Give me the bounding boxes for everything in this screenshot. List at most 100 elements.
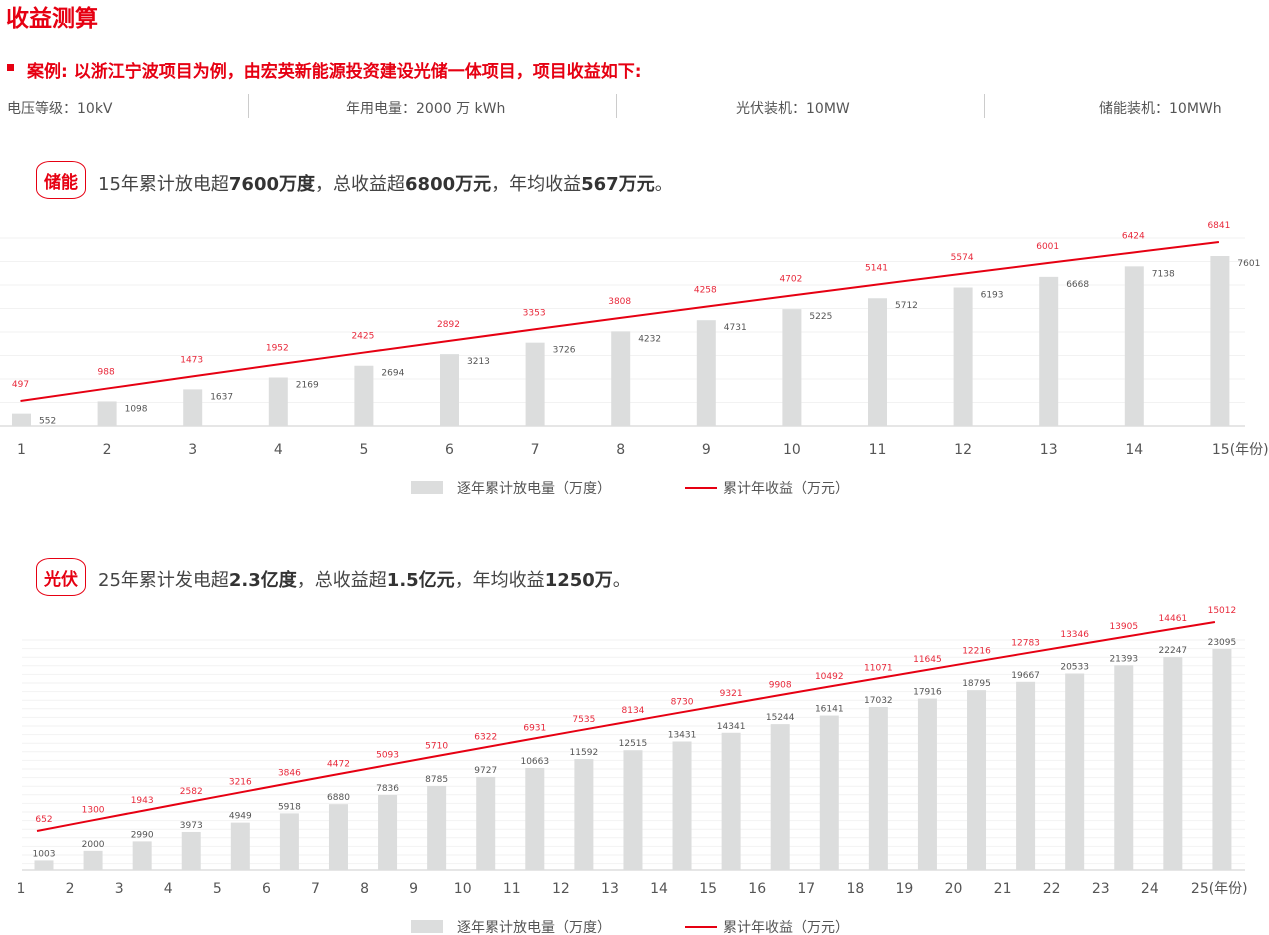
line-value-label: 11071 <box>864 663 893 673</box>
line-value-label: 5141 <box>865 264 888 274</box>
bar-value-label: 23095 <box>1208 638 1237 648</box>
x-tick-label: 8 <box>360 881 369 897</box>
line-value-label: 9321 <box>720 689 743 699</box>
bar-value-label: 2694 <box>381 369 404 379</box>
bar-value-label: 4232 <box>638 334 661 344</box>
x-tick-label: 11 <box>869 442 887 458</box>
line-value-label: 2425 <box>351 332 374 342</box>
revenue-line <box>36 621 1216 832</box>
line-value-label: 4472 <box>327 759 350 769</box>
bar-value-label: 552 <box>39 417 56 427</box>
x-tick-label: 24 <box>1141 881 1159 897</box>
bar <box>1039 276 1059 426</box>
bar-value-label: 3726 <box>553 346 576 356</box>
line-value-label: 8730 <box>671 697 694 707</box>
x-tick-label: 21 <box>994 881 1012 897</box>
bar <box>1016 681 1036 870</box>
x-tick-label: 15(年份) <box>1212 442 1269 458</box>
bar <box>440 354 459 426</box>
x-tick-label: 2 <box>103 442 112 458</box>
line-value-label: 6931 <box>523 724 546 734</box>
bar <box>83 850 103 870</box>
pv-badge: 光伏 <box>36 558 86 596</box>
bar-value-label: 9727 <box>474 766 497 776</box>
x-tick-label: 4 <box>164 881 173 897</box>
line-value-label: 1943 <box>131 796 154 806</box>
bar <box>819 715 839 870</box>
line-value-label: 10492 <box>815 672 844 682</box>
bar <box>230 822 250 870</box>
line-value-label: 1952 <box>266 344 289 354</box>
info-voltage: 电压等级：10kV <box>7 101 113 117</box>
bar-value-label: 21393 <box>1109 654 1138 664</box>
line-value-label: 12783 <box>1011 638 1040 648</box>
bar-value-label: 6668 <box>1066 280 1089 290</box>
bar-value-label: 3973 <box>180 821 203 831</box>
legend-bar-swatch <box>411 481 443 494</box>
bar <box>1212 649 1232 870</box>
bullet-icon <box>7 64 14 71</box>
bar <box>953 287 973 426</box>
line-value-label: 4258 <box>694 286 717 296</box>
line-value-label: 13346 <box>1060 630 1089 640</box>
bar-value-label: 19667 <box>1011 671 1040 681</box>
x-tick-label: 18 <box>846 881 864 897</box>
x-tick-label: 7 <box>531 442 540 458</box>
bar <box>97 401 117 426</box>
bar <box>279 813 299 870</box>
bar-value-label: 7836 <box>376 784 399 794</box>
bar-value-label: 5918 <box>278 802 301 812</box>
x-tick-label: 14 <box>650 881 668 897</box>
bar <box>476 776 496 870</box>
bar-value-label: 6193 <box>981 290 1004 300</box>
bar <box>672 741 692 870</box>
bar-value-label: 4949 <box>229 812 252 822</box>
bar <box>1210 256 1230 426</box>
bar-value-label: 11592 <box>570 748 599 758</box>
bar-value-label: 4731 <box>724 323 747 333</box>
bar <box>132 841 152 870</box>
bar <box>12 413 31 426</box>
bar-value-label: 5712 <box>895 301 918 311</box>
bar-value-label: 13431 <box>668 730 697 740</box>
bar-value-label: 17032 <box>864 696 893 706</box>
x-tick-label: 10 <box>783 442 801 458</box>
x-tick-label: 13 <box>601 881 619 897</box>
bar-value-label: 2169 <box>296 380 319 390</box>
page-title: 收益测算 <box>6 6 98 32</box>
line-value-label: 13905 <box>1109 622 1138 632</box>
x-tick-label: 17 <box>797 881 815 897</box>
divider <box>616 94 617 118</box>
bar-value-label: 8785 <box>425 775 448 785</box>
bar <box>868 298 887 426</box>
x-tick-label: 7 <box>311 881 320 897</box>
bar <box>1114 665 1134 870</box>
line-value-label: 5710 <box>425 741 448 751</box>
x-tick-label: 19 <box>896 881 914 897</box>
bar <box>782 309 802 426</box>
line-value-label: 8134 <box>622 706 645 716</box>
legend-bar-label: 逐年累计放电量（万度） <box>457 481 611 497</box>
bar <box>611 331 631 426</box>
x-tick-label: 16 <box>748 881 766 897</box>
info-storage-capacity: 储能装机：10MWh <box>1099 101 1222 117</box>
bar-value-label: 3213 <box>467 357 490 367</box>
bar-value-label: 6880 <box>327 793 350 803</box>
x-tick-label: 2 <box>66 881 75 897</box>
line-value-label: 4702 <box>779 275 802 285</box>
bar-value-label: 2990 <box>131 830 154 840</box>
bar <box>967 690 987 870</box>
line-value-label: 9908 <box>769 680 792 690</box>
case-description: 案例: 以浙江宁波项目为例，由宏英新能源投资建设光储一体项目，项目收益如下: <box>27 62 642 82</box>
line-value-label: 12216 <box>962 647 991 657</box>
line-value-label: 7535 <box>572 715 595 725</box>
x-tick-label: 23 <box>1092 881 1110 897</box>
line-value-label: 2892 <box>437 320 460 330</box>
x-tick-label: 10 <box>454 881 472 897</box>
bar-value-label: 5225 <box>809 312 832 322</box>
bar <box>917 698 937 870</box>
bar <box>34 860 54 870</box>
line-value-label: 6841 <box>1207 221 1230 231</box>
bar <box>328 804 348 870</box>
